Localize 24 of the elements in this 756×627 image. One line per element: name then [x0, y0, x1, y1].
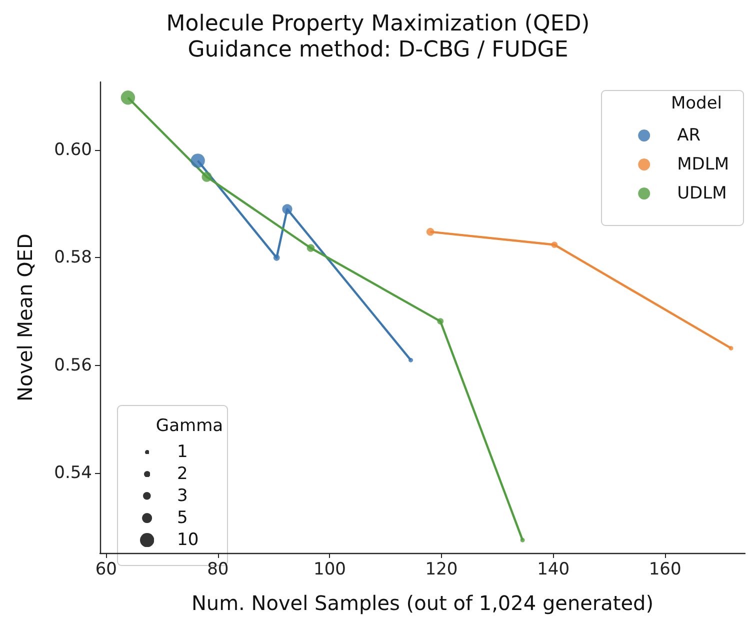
x-tick-label: 140: [537, 560, 570, 580]
y-tick-label: 0.60: [54, 140, 92, 160]
x-tick-label: 100: [313, 560, 346, 580]
y-tick-label: 0.58: [54, 248, 92, 268]
legend-label: 2: [177, 464, 188, 484]
legend-label: 1: [177, 442, 188, 462]
chart-subtitle: Guidance method: D-CBG / FUDGE: [188, 38, 568, 62]
x-axis-title: Num. Novel Samples (out of 1,024 generated): [191, 591, 654, 615]
legend-label: 3: [177, 486, 188, 506]
x-tick-label: 120: [425, 560, 458, 580]
y-tick-label: 0.54: [54, 463, 92, 484]
y-axis-title: Novel Mean QED: [13, 234, 37, 402]
legend-title: Model: [670, 94, 722, 114]
chart-title: Molecule Property Maximization (QED): [166, 12, 590, 36]
x-tick-label: 80: [207, 560, 229, 580]
legend-label: AR: [677, 126, 701, 146]
legend-label: UDLM: [677, 184, 727, 204]
x-tick-label: 60: [95, 560, 117, 580]
x-tick-label: 160: [648, 560, 682, 580]
legend-label: MDLM: [677, 154, 730, 174]
y-tick-label: 0.56: [54, 355, 92, 376]
annotation: Gamma: [156, 416, 224, 436]
legend-label: 5: [177, 508, 188, 528]
legend-label: 10: [177, 530, 199, 550]
